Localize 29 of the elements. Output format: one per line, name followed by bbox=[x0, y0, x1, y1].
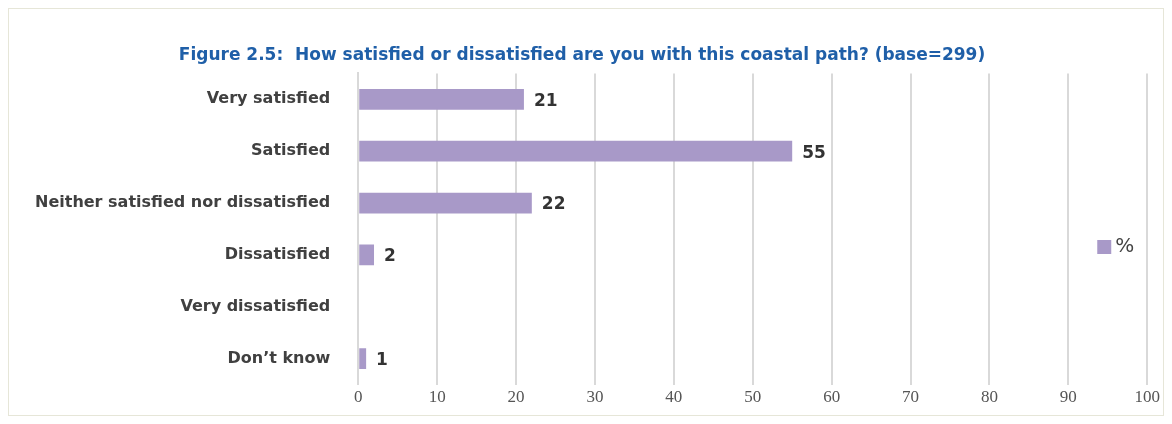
x-tick-label: 90 bbox=[1059, 387, 1077, 407]
y-tick-label: Dissatisfied bbox=[224, 244, 331, 264]
bar bbox=[359, 244, 375, 266]
x-tick-label: 10 bbox=[428, 387, 446, 407]
x-tick-label: 30 bbox=[586, 387, 604, 407]
x-tick-label: 40 bbox=[665, 387, 683, 407]
x-tick-label: 60 bbox=[823, 387, 841, 407]
y-tick-label: Satisfied bbox=[251, 140, 331, 160]
x-tick-label: 20 bbox=[507, 387, 525, 407]
bar bbox=[359, 88, 524, 110]
data-label: 22 bbox=[541, 193, 566, 214]
y-tick-label: Very dissatisfied bbox=[180, 295, 331, 315]
x-tick-label: 0 bbox=[353, 387, 363, 407]
data-label: 55 bbox=[802, 141, 826, 162]
y-tick-label: Very satisfied bbox=[206, 88, 331, 108]
data-label: 1 bbox=[376, 349, 388, 370]
x-tick-label: 70 bbox=[902, 387, 920, 407]
x-tick-label: 80 bbox=[980, 387, 998, 407]
legend-label: % bbox=[1115, 233, 1135, 258]
y-tick-label: Don’t know bbox=[227, 347, 331, 367]
bar bbox=[359, 348, 367, 370]
y-tick-label: Neither satisfied nor dissatisfied bbox=[35, 192, 331, 212]
bar bbox=[359, 140, 793, 162]
bar bbox=[359, 192, 532, 214]
x-tick-label: 50 bbox=[744, 387, 762, 407]
data-label: 2 bbox=[384, 245, 396, 266]
data-label: 21 bbox=[533, 89, 558, 110]
x-tick-label: 100 bbox=[1134, 387, 1160, 407]
chart-title: Figure 2.5: How satisfied or dissatisfied are you with this coastal path? (base=299) bbox=[178, 43, 986, 64]
